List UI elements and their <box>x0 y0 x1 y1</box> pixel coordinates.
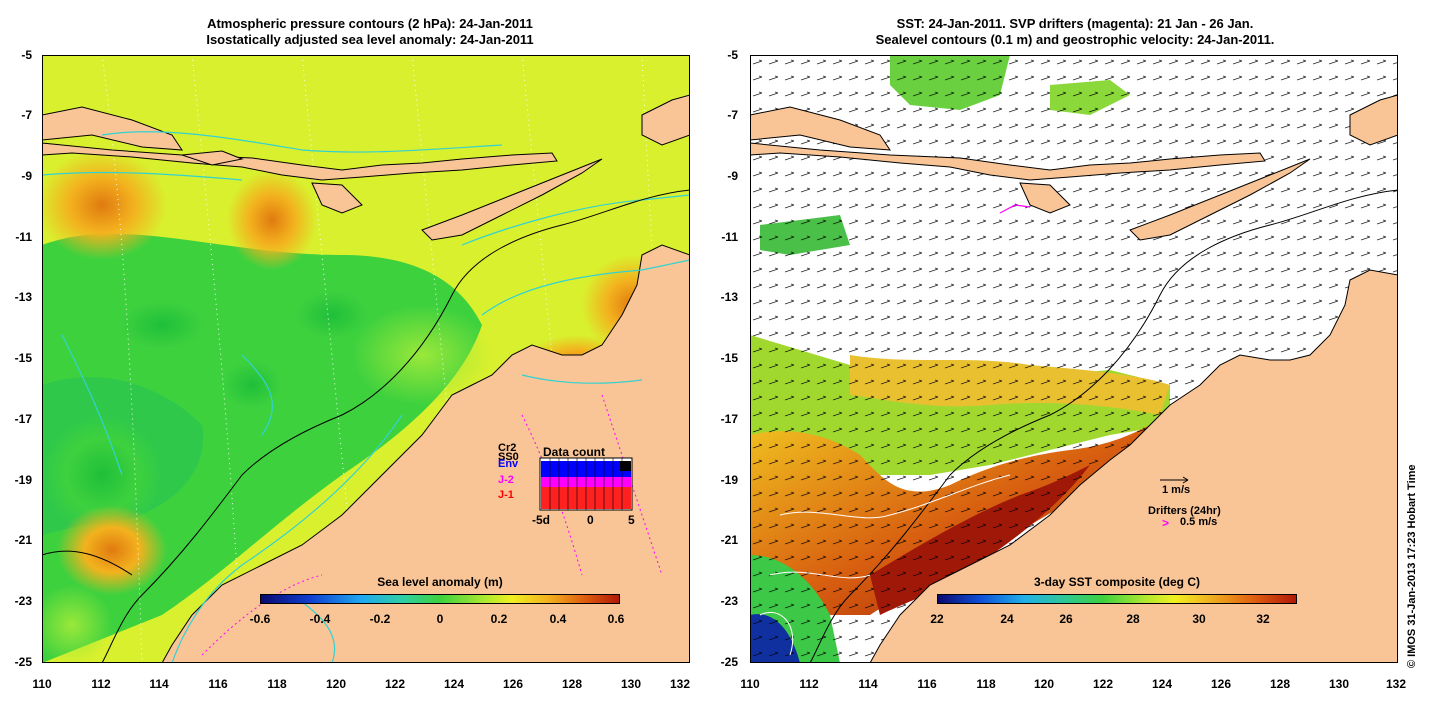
lon-tick: 112 <box>91 677 111 691</box>
sst-colorbar-title: 3-day SST composite (deg C) <box>1033 575 1201 589</box>
lon-tick: 132 <box>1385 677 1407 691</box>
left-panel-title: Atmospheric pressure contours (2 hPa): 2… <box>40 16 700 48</box>
lat-tick: -25 <box>14 655 32 669</box>
lon-tick: 122 <box>1092 677 1114 691</box>
sea-level-colorbar-title: Sea level anomaly (m) <box>377 575 503 589</box>
lon-tick: 110 <box>32 677 52 691</box>
right-panel-title: SST: 24-Jan-2011. SVP drifters (magenta)… <box>745 16 1405 48</box>
left-title-line1: Atmospheric pressure contours (2 hPa): 2… <box>207 16 533 31</box>
drifter-scale-symbol: > <box>1162 516 1170 530</box>
lat-tick: -25 <box>720 655 738 669</box>
right-title-line2: Sealevel contours (0.1 m) and geostrophi… <box>875 32 1275 47</box>
sst-map[interactable] <box>750 55 1398 663</box>
lat-tick: -13 <box>720 290 738 304</box>
lon-tick: 132 <box>669 677 691 691</box>
sea-level-anomaly-map[interactable] <box>42 55 690 663</box>
data-count-xtick-5: 5 <box>628 513 635 527</box>
lon-tick: 110 <box>740 677 760 691</box>
lat-tick: -5 <box>727 48 738 62</box>
lat-tick: -21 <box>14 533 32 547</box>
lon-tick: 114 <box>858 677 878 691</box>
lat-tick: -23 <box>720 594 738 608</box>
sst-colorbar <box>937 594 1297 604</box>
lon-tick: 128 <box>561 677 583 691</box>
lon-tick: 112 <box>799 677 819 691</box>
lat-tick: -11 <box>15 230 32 244</box>
lat-tick: -17 <box>14 412 32 426</box>
lon-tick: 118 <box>976 677 996 691</box>
lon-tick: 120 <box>325 677 347 691</box>
lon-tick: 128 <box>1269 677 1291 691</box>
lat-tick: -15 <box>14 351 32 365</box>
lon-tick: 116 <box>917 677 937 691</box>
lat-tick: -21 <box>720 533 738 547</box>
lon-tick: 124 <box>443 677 465 691</box>
source-label-j2: J-2 <box>498 474 514 486</box>
sea-level-colorbar <box>260 594 620 604</box>
lat-tick: -15 <box>720 351 738 365</box>
drifter-scale-label: 0.5 m/s <box>1180 516 1218 528</box>
source-label-ss0: SS0 <box>498 451 519 463</box>
right-title-line1: SST: 24-Jan-2011. SVP drifters (magenta)… <box>896 16 1254 31</box>
sst-tick-22: 22 <box>930 612 944 626</box>
lat-tick: -23 <box>14 594 32 608</box>
lat-tick: -19 <box>14 473 32 487</box>
lon-tick: 116 <box>208 677 228 691</box>
imos-credit: © IMOS 31-Jan-2013 17:23 Hobart Time <box>1406 464 1418 668</box>
sea-level-tick-06: 0.6 <box>607 612 625 626</box>
lat-tick: -13 <box>14 290 32 304</box>
lon-tick: 130 <box>620 677 642 691</box>
sea-level-tick-neg04: -0.4 <box>309 612 331 626</box>
sst-tick-28: 28 <box>1126 612 1140 626</box>
sea-level-tick-04: 0.4 <box>549 612 567 626</box>
sst-tick-30: 30 <box>1192 612 1206 626</box>
data-count-inset <box>539 457 633 511</box>
velocity-scale-label: 1 m/s <box>1162 484 1191 496</box>
sst-tick-32: 32 <box>1256 612 1270 626</box>
data-count-title: Data count <box>543 445 606 459</box>
velocity-scale-arrow <box>1160 476 1189 484</box>
lon-tick: 122 <box>384 677 406 691</box>
lon-tick: 124 <box>1151 677 1173 691</box>
lat-tick: -9 <box>21 169 32 183</box>
sea-level-anomaly-graphic <box>42 55 690 663</box>
sea-level-tick-neg06: -0.6 <box>249 612 271 626</box>
lon-tick: 114 <box>149 677 169 691</box>
data-count-xtick-0: 0 <box>587 513 594 527</box>
lat-tick: -7 <box>21 108 32 122</box>
lat-tick: -9 <box>727 169 738 183</box>
source-label-env: Env <box>498 458 519 470</box>
lat-tick: -7 <box>727 108 738 122</box>
sea-level-tick-neg02: -0.2 <box>369 612 391 626</box>
lat-tick: -17 <box>720 412 738 426</box>
lon-tick: 126 <box>502 677 524 691</box>
lon-tick: 130 <box>1328 677 1350 691</box>
source-label-cr2: Cr2 <box>498 442 517 454</box>
lat-tick: -19 <box>720 473 738 487</box>
sst-tick-24: 24 <box>1000 612 1014 626</box>
data-count-xtick-minus5d: -5d <box>532 513 550 527</box>
lat-tick: -11 <box>721 230 738 244</box>
sst-tick-26: 26 <box>1059 612 1073 626</box>
lat-tick: -5 <box>21 48 32 62</box>
lon-tick: 120 <box>1033 677 1055 691</box>
sst-graphic <box>750 55 1398 663</box>
drifters-label: Drifters (24hr) <box>1148 505 1221 517</box>
sea-level-tick-0: 0 <box>436 612 444 626</box>
lon-tick: 126 <box>1210 677 1232 691</box>
lon-tick: 118 <box>267 677 287 691</box>
left-title-line2: Isostatically adjusted sea level anomaly… <box>206 32 534 47</box>
sea-level-tick-02: 0.2 <box>490 612 508 626</box>
source-label-j1: J-1 <box>498 489 514 501</box>
